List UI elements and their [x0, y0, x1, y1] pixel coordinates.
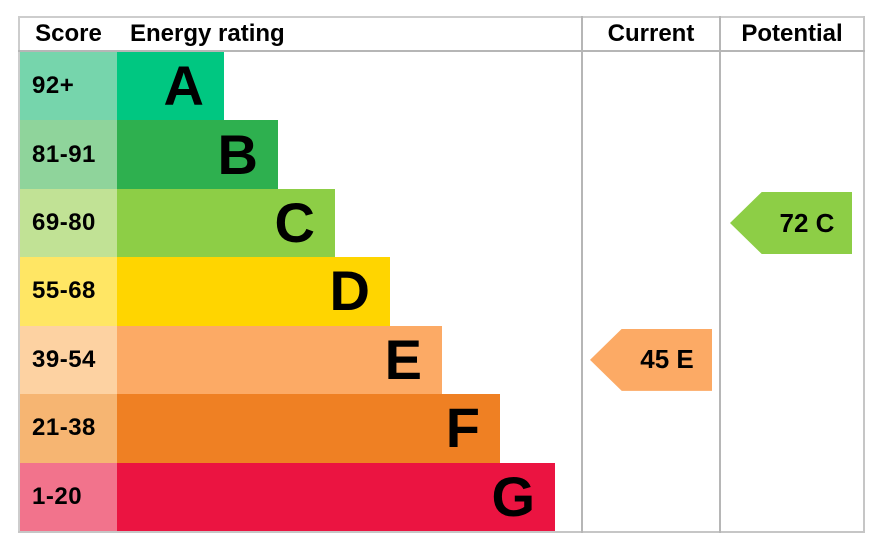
score-label: 69-80 [32, 209, 96, 237]
band-row: 69-80 C 72 C [20, 188, 863, 258]
score-label: 1-20 [32, 482, 83, 510]
potential-column-header: Potential [741, 20, 843, 47]
current-column-divider [581, 16, 583, 533]
band-row: 21-38 F [20, 394, 863, 463]
table-border-top [18, 16, 865, 18]
table-border-left [18, 16, 20, 533]
current-column-header: Current [607, 20, 695, 47]
rating-letter: D [329, 259, 370, 323]
score-cell: 39-54 [20, 325, 117, 395]
header-divider [18, 50, 865, 52]
score-label: 39-54 [32, 345, 96, 373]
score-label: 21-38 [32, 414, 96, 442]
current-rating-arrow: 45 E [590, 328, 712, 391]
band-row: 55-68 D [20, 257, 863, 326]
potential-rating-arrow: 72 C [730, 192, 852, 255]
rating-bar: F [117, 394, 500, 463]
score-cell: 69-80 [20, 188, 117, 258]
score-cell: 1-20 [20, 462, 117, 531]
rating-bar: A [117, 52, 224, 121]
table-border-right [863, 16, 865, 533]
score-label: 92+ [32, 72, 75, 100]
band-rows: 92+ A 81-91 B 69-80 C 72 C 55-68 D 39-54 [20, 52, 863, 531]
rating-letter: A [163, 54, 204, 118]
rating-bar: E [117, 325, 442, 395]
rating-letter: E [384, 327, 422, 391]
rating-bar: D [117, 257, 390, 326]
potential-rating-label: 72 C [779, 207, 835, 238]
rating-letter: G [491, 464, 535, 528]
score-label: 81-91 [32, 140, 96, 168]
score-column-header: Score [35, 20, 102, 47]
rating-bar: G [117, 462, 555, 531]
table-border-bottom [18, 531, 865, 533]
potential-column-divider [719, 16, 721, 533]
band-row: 39-54 E 45 E [20, 325, 863, 395]
score-label: 55-68 [32, 277, 96, 305]
energy-rating-column-header: Energy rating [130, 20, 285, 47]
band-row: 81-91 B [20, 120, 863, 189]
band-row: 92+ A [20, 52, 863, 121]
score-cell: 92+ [20, 52, 117, 121]
rating-letter: F [445, 396, 480, 460]
current-rating-label: 45 E [640, 344, 694, 375]
epc-table: Score Energy rating Current Potential 92… [18, 16, 865, 533]
rating-bar: C [117, 188, 335, 258]
score-cell: 21-38 [20, 394, 117, 463]
rating-letter: B [217, 122, 258, 186]
score-cell: 81-91 [20, 120, 117, 189]
rating-letter: C [274, 191, 315, 255]
band-row: 1-20 G [20, 462, 863, 531]
rating-bar: B [117, 120, 278, 189]
score-cell: 55-68 [20, 257, 117, 326]
